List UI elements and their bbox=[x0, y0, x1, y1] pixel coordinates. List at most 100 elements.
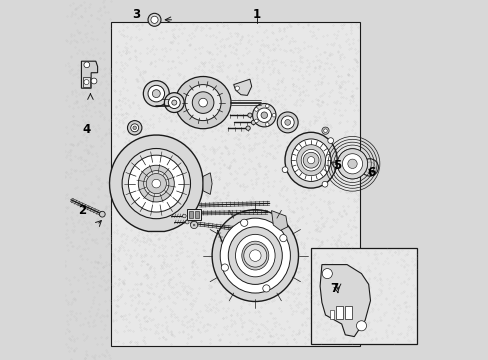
Point bbox=[314, 261, 322, 267]
Point bbox=[158, 243, 165, 248]
Point bbox=[216, 150, 224, 156]
Point bbox=[156, 175, 164, 180]
Point bbox=[312, 310, 320, 316]
Ellipse shape bbox=[143, 81, 169, 107]
Point bbox=[235, 98, 243, 104]
Point bbox=[121, 172, 129, 178]
Ellipse shape bbox=[143, 171, 168, 197]
Point bbox=[219, 315, 226, 321]
Point bbox=[177, 238, 184, 244]
Point bbox=[144, 291, 152, 296]
Point bbox=[77, 77, 85, 83]
Point bbox=[66, 337, 74, 343]
Point bbox=[104, 126, 112, 132]
Point bbox=[102, 85, 110, 90]
Point bbox=[375, 280, 383, 286]
Point bbox=[159, 35, 166, 41]
Point bbox=[84, 38, 92, 44]
Point bbox=[71, 153, 79, 159]
Point bbox=[106, 129, 114, 135]
Point bbox=[162, 270, 170, 276]
Point bbox=[354, 278, 362, 284]
Point bbox=[149, 274, 157, 280]
Point bbox=[289, 87, 297, 93]
Point bbox=[105, 16, 113, 22]
Point bbox=[310, 339, 318, 345]
Point bbox=[98, 230, 106, 236]
Point bbox=[66, 152, 74, 157]
Point bbox=[143, 197, 151, 203]
Point bbox=[126, 55, 134, 61]
Point bbox=[146, 60, 154, 66]
Point bbox=[191, 54, 199, 60]
Point bbox=[233, 310, 241, 316]
Point bbox=[349, 318, 357, 324]
Point bbox=[268, 41, 276, 47]
Point bbox=[77, 62, 84, 68]
Point bbox=[86, 273, 94, 279]
Point bbox=[81, 134, 89, 140]
Circle shape bbox=[152, 179, 160, 188]
Point bbox=[335, 234, 343, 240]
Point bbox=[334, 42, 342, 48]
Point bbox=[84, 226, 92, 231]
Point bbox=[211, 136, 219, 142]
Point bbox=[73, 99, 81, 105]
Point bbox=[169, 139, 177, 144]
Point bbox=[229, 176, 237, 182]
Point bbox=[225, 224, 233, 230]
Point bbox=[354, 266, 362, 271]
Point bbox=[87, 23, 95, 29]
Point bbox=[296, 184, 304, 189]
Point bbox=[316, 94, 324, 99]
Point bbox=[220, 113, 228, 119]
Point bbox=[412, 305, 420, 310]
Point bbox=[85, 107, 93, 112]
Point bbox=[258, 64, 266, 70]
Point bbox=[343, 223, 351, 229]
Point bbox=[238, 128, 246, 134]
Point bbox=[135, 229, 142, 234]
Point bbox=[353, 300, 361, 306]
Point bbox=[180, 135, 187, 141]
Point bbox=[297, 198, 305, 204]
Point bbox=[245, 309, 253, 315]
Point bbox=[81, 171, 88, 177]
Point bbox=[303, 282, 311, 288]
Point bbox=[330, 268, 338, 274]
Point bbox=[95, 219, 102, 225]
Point bbox=[347, 324, 355, 330]
Point bbox=[80, 337, 88, 343]
Point bbox=[318, 138, 326, 144]
Point bbox=[347, 244, 355, 250]
Point bbox=[254, 88, 262, 94]
Point bbox=[296, 239, 304, 244]
Point bbox=[311, 132, 319, 138]
Point bbox=[72, 310, 80, 316]
Point bbox=[201, 167, 209, 173]
Point bbox=[337, 144, 345, 150]
Point bbox=[305, 182, 313, 188]
Point bbox=[316, 316, 324, 321]
Point bbox=[319, 261, 327, 267]
Point bbox=[346, 226, 354, 232]
Point bbox=[211, 189, 219, 195]
Point bbox=[61, 330, 69, 336]
Point bbox=[298, 323, 305, 328]
Point bbox=[308, 29, 316, 35]
Point bbox=[249, 274, 257, 280]
Point bbox=[329, 320, 337, 326]
Point bbox=[74, 74, 82, 80]
Point bbox=[312, 117, 320, 122]
Point bbox=[133, 339, 141, 345]
Point bbox=[319, 224, 326, 229]
Point bbox=[110, 111, 118, 117]
Point bbox=[289, 252, 297, 258]
Point bbox=[150, 91, 158, 96]
Point bbox=[178, 230, 186, 236]
Point bbox=[208, 244, 216, 249]
Point bbox=[318, 92, 325, 98]
Point bbox=[314, 97, 322, 103]
Point bbox=[346, 335, 353, 341]
Point bbox=[324, 327, 332, 332]
